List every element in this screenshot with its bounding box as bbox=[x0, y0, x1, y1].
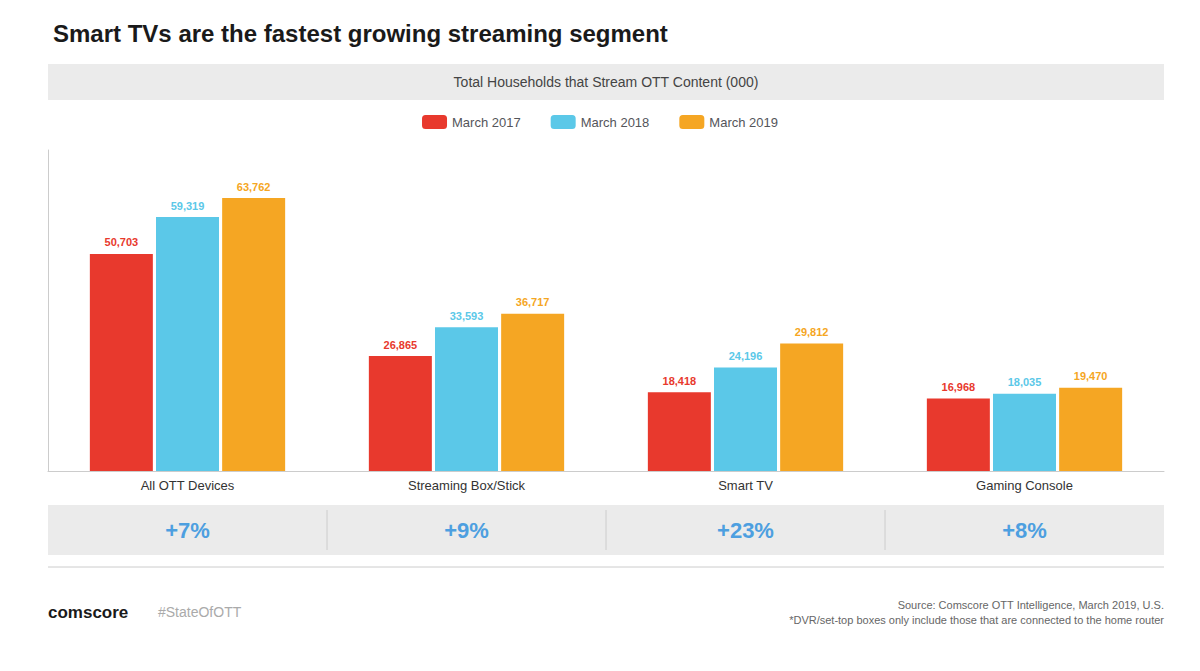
svg-text:59,319: 59,319 bbox=[171, 200, 205, 212]
svg-text:+9%: +9% bbox=[444, 518, 489, 543]
svg-text:18,035: 18,035 bbox=[1008, 376, 1042, 388]
svg-text:50,703: 50,703 bbox=[105, 236, 139, 248]
svg-text:All OTT Devices: All OTT Devices bbox=[141, 478, 235, 493]
svg-text:29,812: 29,812 bbox=[795, 326, 829, 338]
svg-text:Smart TVs are the fastest grow: Smart TVs are the fastest growing stream… bbox=[53, 20, 668, 47]
svg-text:Streaming Box/Stick: Streaming Box/Stick bbox=[408, 478, 526, 493]
svg-text:#StateOfOTT: #StateOfOTT bbox=[158, 604, 242, 620]
svg-text:24,196: 24,196 bbox=[729, 350, 763, 362]
svg-text:Smart TV: Smart TV bbox=[718, 478, 773, 493]
svg-text:33,593: 33,593 bbox=[450, 310, 484, 322]
svg-text:March 2017: March 2017 bbox=[452, 115, 521, 130]
svg-text:March 2018: March 2018 bbox=[581, 115, 650, 130]
svg-text:16,968: 16,968 bbox=[942, 381, 976, 393]
svg-text:Gaming Console: Gaming Console bbox=[976, 478, 1073, 493]
svg-text:26,865: 26,865 bbox=[384, 339, 418, 351]
svg-text:18,418: 18,418 bbox=[663, 375, 697, 387]
svg-text:+7%: +7% bbox=[165, 518, 210, 543]
svg-text:Source: Comscore OTT Intellige: Source: Comscore OTT Intelligence, March… bbox=[898, 599, 1164, 611]
svg-text:+8%: +8% bbox=[1002, 518, 1047, 543]
svg-text:63,762: 63,762 bbox=[237, 181, 271, 193]
svg-text:19,470: 19,470 bbox=[1074, 370, 1108, 382]
svg-text:comscore: comscore bbox=[48, 603, 128, 622]
svg-text:Total Households that Stream O: Total Households that Stream OTT Content… bbox=[454, 74, 759, 90]
svg-text:*DVR/set-top boxes only includ: *DVR/set-top boxes only include those th… bbox=[789, 614, 1164, 626]
svg-text:+23%: +23% bbox=[717, 518, 774, 543]
svg-text:March 2019: March 2019 bbox=[709, 115, 778, 130]
svg-text:36,717: 36,717 bbox=[516, 296, 550, 308]
